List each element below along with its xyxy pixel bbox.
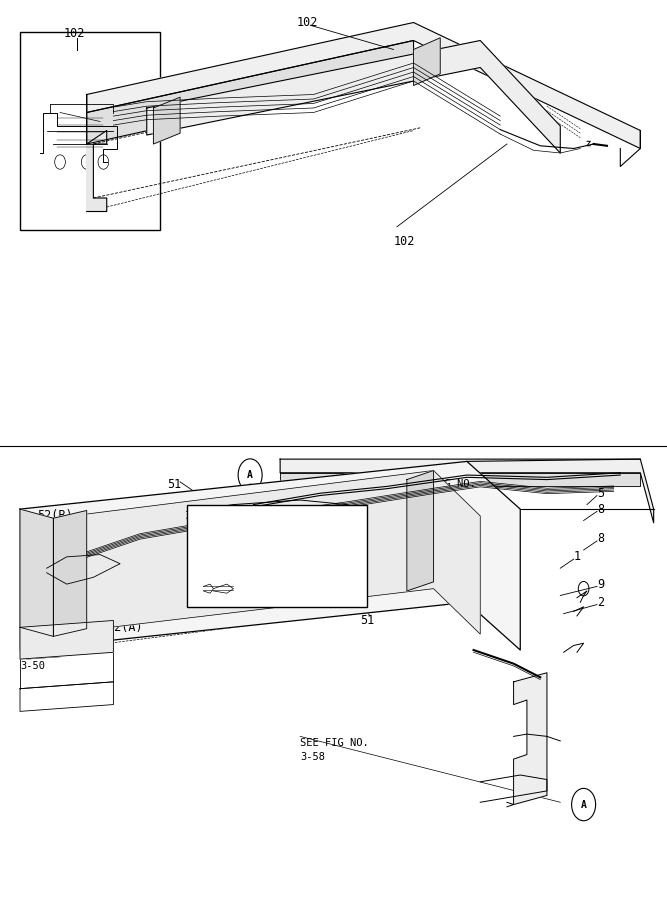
Bar [187,505,367,607]
Text: 99(B): 99(B) [303,509,339,522]
Text: SEE FIG NO.: SEE FIG NO. [407,479,476,489]
Polygon shape [87,94,107,212]
Text: 99(A): 99(A) [303,523,339,536]
Text: 51: 51 [167,478,181,491]
Polygon shape [20,620,113,659]
Text: SEE FIG NO.: SEE FIG NO. [300,738,369,748]
Bar [20,32,160,230]
Polygon shape [147,40,560,153]
Polygon shape [514,673,547,805]
Polygon shape [153,97,180,144]
Text: 3-50: 3-50 [20,661,45,670]
Polygon shape [20,509,53,636]
Text: 3-55: 3-55 [407,493,432,503]
Polygon shape [20,462,520,650]
Text: 3-58: 3-58 [300,752,325,761]
Text: 8: 8 [597,502,604,516]
Text: 51: 51 [360,614,374,627]
Text: A: A [581,799,586,810]
Text: 102: 102 [63,27,85,40]
Polygon shape [87,40,414,144]
Text: 102: 102 [297,16,318,29]
Text: 5: 5 [597,487,604,500]
Polygon shape [280,459,654,523]
Text: 9: 9 [597,578,604,590]
Polygon shape [53,471,480,634]
Text: 102: 102 [394,235,415,248]
Text: 3-50: 3-50 [197,536,221,546]
Text: A: A [371,572,376,582]
Text: SEE FIG NO.: SEE FIG NO. [20,647,89,657]
Polygon shape [87,22,640,148]
Text: 2: 2 [597,596,604,608]
Text: SEE FIG NO.: SEE FIG NO. [197,522,265,532]
Polygon shape [280,472,640,486]
Polygon shape [53,510,87,636]
Text: 8: 8 [597,532,604,545]
Text: A: A [247,470,253,480]
Polygon shape [407,471,434,591]
Polygon shape [414,38,440,86]
Text: 52(A): 52(A) [107,621,142,634]
Text: 52(B): 52(B) [37,509,72,522]
Text: 1: 1 [574,551,581,563]
